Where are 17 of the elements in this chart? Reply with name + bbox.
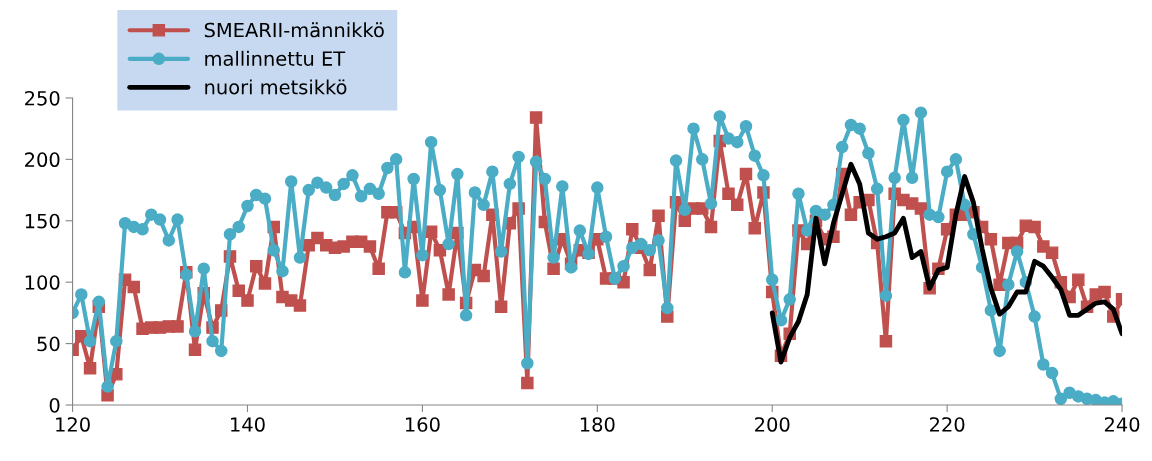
legend-label: nuori metsikkö xyxy=(205,79,347,95)
legend-label: mallinnettu ET xyxy=(205,50,346,66)
x-tick-label: 160 xyxy=(405,417,440,432)
y-tick-label: 0 xyxy=(49,397,60,413)
x-tick-label: 120 xyxy=(56,417,90,432)
legend-label: SMEARII-männikkö xyxy=(204,22,384,38)
x-tick-label: 220 xyxy=(930,417,965,432)
y-tick-label: 150 xyxy=(25,213,60,229)
y-tick-label: 50 xyxy=(37,336,60,352)
x-tick-label: 200 xyxy=(755,417,790,432)
x-tick-label: 180 xyxy=(580,417,615,432)
y-tick-label: 250 xyxy=(25,90,60,106)
y-tick-label: 100 xyxy=(25,275,60,290)
line-series xyxy=(769,161,1123,365)
x-tick-label: 240 xyxy=(1104,417,1140,432)
x-tick-label: 140 xyxy=(231,417,265,432)
y-tick-label: 200 xyxy=(25,152,60,168)
